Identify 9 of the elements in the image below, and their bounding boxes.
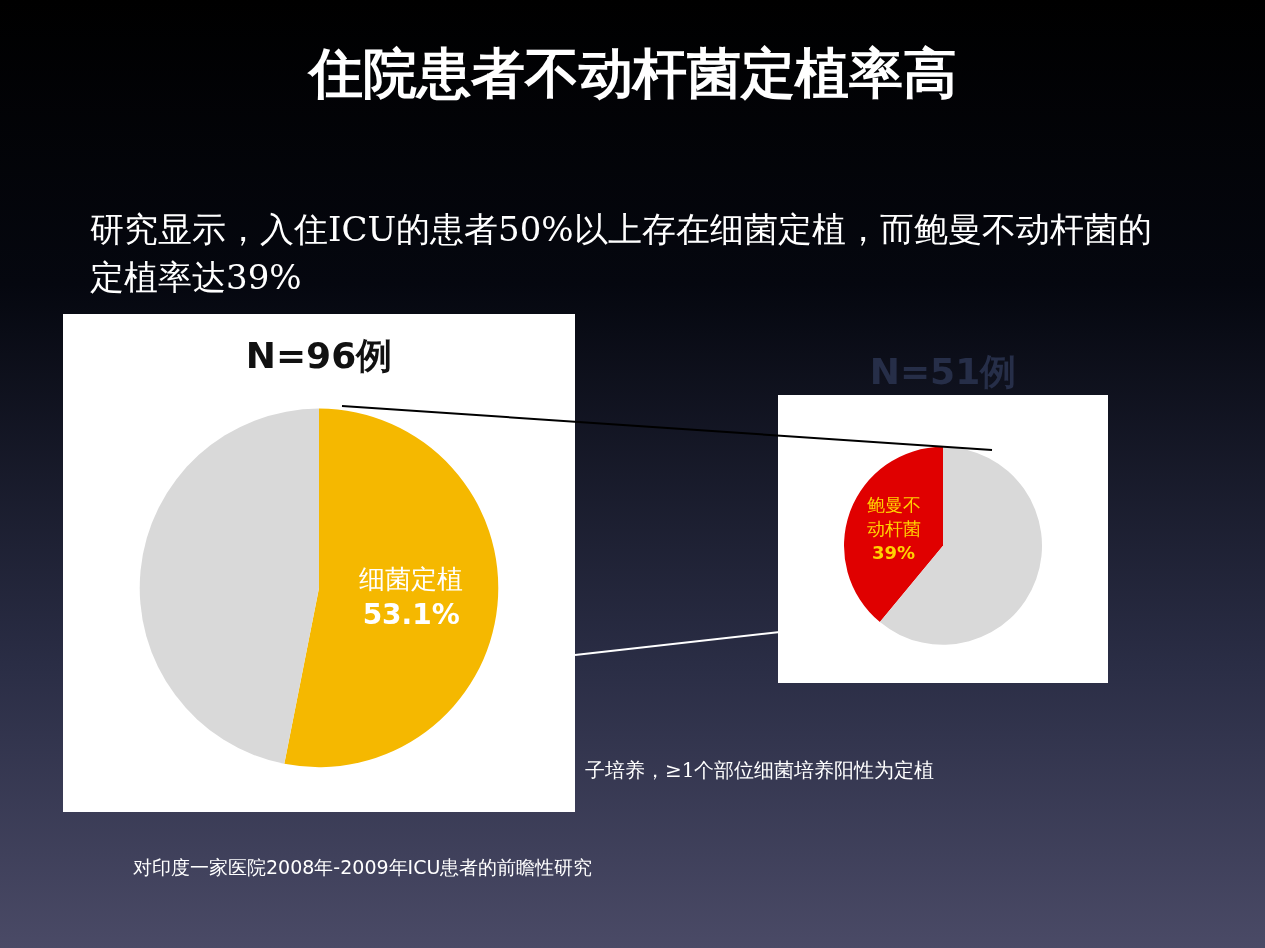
text: 对印度一家医院2008年-2009年ICU患者的前瞻性研究 xyxy=(133,855,593,880)
slice-label: 细菌定植 xyxy=(359,563,464,594)
chart-title: N=96例 xyxy=(245,334,393,376)
data-label: 53.1% xyxy=(362,598,460,632)
data-label: 39% xyxy=(872,541,916,563)
slice-label: 鲍曼不动杆菌 xyxy=(866,493,921,539)
text: 研究显示，入住ICU的患者50%以上存在细菌定植，而鲍曼不动杆菌的定植率达39% xyxy=(90,208,1153,299)
text: 住院患者不动杆菌定植率高 xyxy=(306,40,958,107)
text: 子培养，≥1个部位细菌培养阳性为定植 xyxy=(585,757,935,784)
